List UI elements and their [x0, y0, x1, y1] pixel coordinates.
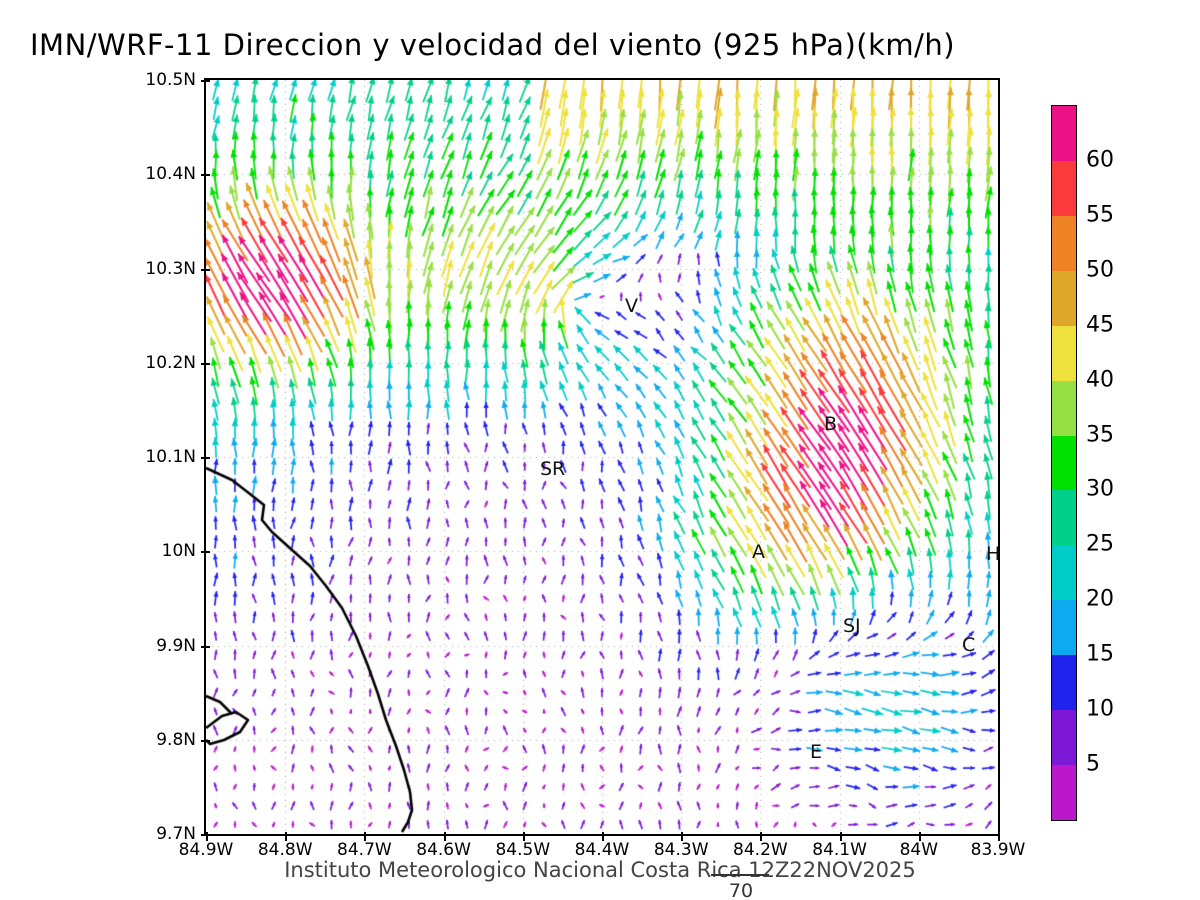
colorbar-band: [1052, 545, 1076, 601]
colorbar-tick-label: 60: [1086, 147, 1114, 173]
colorbar-tick-label: 5: [1086, 751, 1100, 777]
y-axis-tick-label: 10.5N: [145, 70, 196, 90]
colorbar-tick-label: 55: [1086, 202, 1114, 228]
y-axis-tick-label: 10.1N: [145, 447, 196, 467]
y-axis-tick-mark: [201, 80, 210, 82]
y-axis-tick-mark: [201, 739, 210, 742]
x-axis-tick-mark: [760, 832, 763, 841]
reference-vector-label: 70: [728, 880, 754, 900]
x-axis-tick-label: 84.2W: [733, 840, 788, 860]
x-axis-tick-label: 84.4W: [574, 840, 630, 860]
x-axis-tick-label: 84.6W: [416, 840, 471, 860]
colorbar-band: [1052, 655, 1076, 711]
y-axis-tick-label: 9.9N: [156, 635, 196, 656]
y-axis-tick-mark: [201, 362, 210, 365]
x-axis-tick-mark: [681, 832, 684, 841]
x-axis-tick-label: 84.8W: [257, 840, 313, 860]
colorbar-band: [1052, 765, 1076, 820]
x-axis-tick-label: 84.7W: [337, 840, 392, 860]
colorbar-band: [1052, 325, 1076, 381]
x-axis-tick-label: 84.5W: [495, 840, 551, 860]
x-axis-tick-mark: [998, 832, 1000, 841]
x-axis-tick-mark: [364, 832, 367, 841]
y-axis-tick-mark: [201, 645, 210, 648]
colorbar-tick-label: 45: [1086, 312, 1114, 338]
x-axis-tick-mark: [602, 832, 604, 841]
map-plot-area: [204, 78, 1000, 836]
reference-vector: 70: [706, 872, 776, 900]
colorbar-band: [1052, 106, 1076, 161]
y-axis-tick-label: 9.7N: [156, 824, 196, 844]
y-axis-tick-label: 10N: [161, 541, 196, 562]
colorbar-tick-label: 10: [1086, 696, 1114, 722]
colorbar-band: [1052, 160, 1076, 216]
x-axis-tick-mark: [285, 832, 288, 841]
colorbar-tick-label: 15: [1086, 641, 1114, 667]
wind-vector-field: [206, 80, 998, 834]
colorbar-tick-label: 25: [1086, 531, 1114, 557]
colorbar-tick-label: 50: [1086, 257, 1114, 283]
y-axis-tick-mark: [201, 174, 210, 177]
colorbar-band: [1052, 215, 1076, 271]
colorbar-band: [1052, 710, 1076, 766]
x-axis-tick-label: 83.9W: [970, 840, 1026, 860]
x-axis-tick-mark: [522, 832, 525, 841]
x-axis-tick-mark: [918, 832, 921, 841]
y-axis-tick-mark: [201, 268, 210, 271]
y-axis-tick-label: 10.4N: [145, 164, 196, 185]
reference-vector-line: [711, 874, 769, 876]
y-axis-tick-label: 9.8N: [156, 729, 196, 750]
x-axis-tick-label: 84W: [899, 840, 939, 860]
colorbar-tick-label: 35: [1086, 422, 1114, 448]
y-axis-tick-mark: [201, 551, 210, 554]
colorbar-band: [1052, 380, 1076, 436]
x-axis-tick-label: 84.9W: [178, 840, 234, 860]
colorbar-band: [1052, 600, 1076, 656]
y-axis-tick-mark: [201, 834, 210, 836]
speed-colorbar: [1051, 105, 1077, 821]
x-axis-tick-mark: [443, 832, 446, 841]
x-axis-tick-mark: [206, 832, 208, 841]
x-axis-tick-mark: [839, 832, 842, 841]
colorbar-tick-label: 20: [1086, 586, 1114, 612]
colorbar-tick-label: 30: [1086, 476, 1114, 502]
figure-credit: Instituto Meteorologico Nacional Costa R…: [284, 858, 916, 882]
y-axis-tick-label: 10.2N: [145, 352, 196, 373]
colorbar-band: [1052, 490, 1076, 546]
y-axis-tick-mark: [201, 457, 210, 459]
x-axis-tick-label: 84.3W: [653, 840, 709, 860]
figure-title: IMN/WRF-11 Direccion y velocidad del vie…: [30, 28, 956, 62]
colorbar-band: [1052, 270, 1076, 326]
x-axis-tick-label: 84.1W: [812, 840, 867, 860]
y-axis-tick-label: 10.3N: [145, 258, 196, 279]
colorbar-tick-label: 40: [1086, 367, 1114, 393]
colorbar-band: [1052, 435, 1076, 491]
